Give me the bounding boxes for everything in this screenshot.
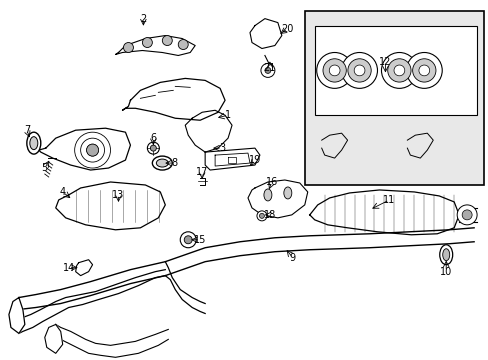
Circle shape — [180, 232, 196, 248]
Polygon shape — [115, 36, 195, 55]
Ellipse shape — [442, 249, 449, 261]
Circle shape — [393, 65, 404, 76]
Text: 3: 3 — [219, 143, 224, 153]
Text: 8: 8 — [171, 158, 177, 168]
Circle shape — [456, 205, 476, 225]
Circle shape — [162, 36, 172, 45]
Bar — [304, 11, 483, 185]
Circle shape — [86, 144, 99, 156]
Ellipse shape — [264, 189, 271, 201]
Text: 11: 11 — [383, 195, 395, 205]
Circle shape — [142, 37, 152, 48]
Circle shape — [259, 213, 264, 219]
Text: 20: 20 — [281, 24, 293, 33]
Text: 7: 7 — [24, 125, 30, 135]
Circle shape — [75, 132, 110, 168]
Circle shape — [256, 211, 266, 221]
Circle shape — [328, 65, 339, 76]
Ellipse shape — [152, 156, 172, 170]
Circle shape — [81, 138, 104, 162]
Polygon shape — [9, 298, 25, 333]
Polygon shape — [249, 19, 281, 49]
Text: 19: 19 — [248, 155, 261, 165]
Text: 10: 10 — [439, 267, 451, 276]
Circle shape — [412, 59, 435, 82]
Text: 5: 5 — [41, 163, 48, 173]
Text: 9: 9 — [289, 253, 295, 263]
Text: 21: 21 — [263, 63, 276, 73]
Ellipse shape — [439, 245, 452, 265]
Circle shape — [264, 67, 270, 73]
Ellipse shape — [283, 187, 291, 199]
Text: 14: 14 — [62, 263, 75, 273]
Circle shape — [461, 210, 471, 220]
Text: 13: 13 — [112, 190, 124, 200]
Polygon shape — [247, 180, 307, 218]
Circle shape — [184, 236, 192, 244]
Text: 2: 2 — [140, 14, 146, 24]
Text: 1: 1 — [224, 110, 231, 120]
Polygon shape — [122, 78, 224, 120]
Text: 4: 4 — [60, 187, 65, 197]
Circle shape — [418, 65, 429, 76]
Circle shape — [147, 142, 159, 154]
Text: 12: 12 — [379, 58, 391, 67]
Circle shape — [387, 59, 410, 82]
Circle shape — [178, 40, 188, 50]
Circle shape — [86, 144, 99, 156]
Ellipse shape — [30, 137, 38, 150]
Circle shape — [381, 53, 416, 88]
Ellipse shape — [27, 132, 41, 154]
Text: 16: 16 — [265, 177, 278, 187]
Ellipse shape — [156, 159, 168, 167]
Polygon shape — [56, 182, 165, 230]
Circle shape — [316, 53, 352, 88]
Polygon shape — [76, 260, 92, 276]
Circle shape — [353, 65, 364, 76]
Polygon shape — [45, 324, 62, 353]
Circle shape — [261, 63, 274, 77]
Circle shape — [150, 145, 156, 151]
Circle shape — [323, 59, 346, 82]
Text: 17: 17 — [196, 167, 208, 177]
Text: 6: 6 — [150, 133, 156, 143]
Polygon shape — [185, 110, 232, 152]
Circle shape — [406, 53, 441, 88]
Text: 18: 18 — [263, 210, 275, 220]
Polygon shape — [309, 190, 458, 235]
Polygon shape — [39, 128, 130, 170]
Circle shape — [341, 53, 377, 88]
Circle shape — [347, 59, 370, 82]
Polygon shape — [205, 148, 260, 170]
Text: 15: 15 — [194, 235, 206, 245]
Bar — [314, 26, 476, 115]
Circle shape — [123, 42, 133, 53]
